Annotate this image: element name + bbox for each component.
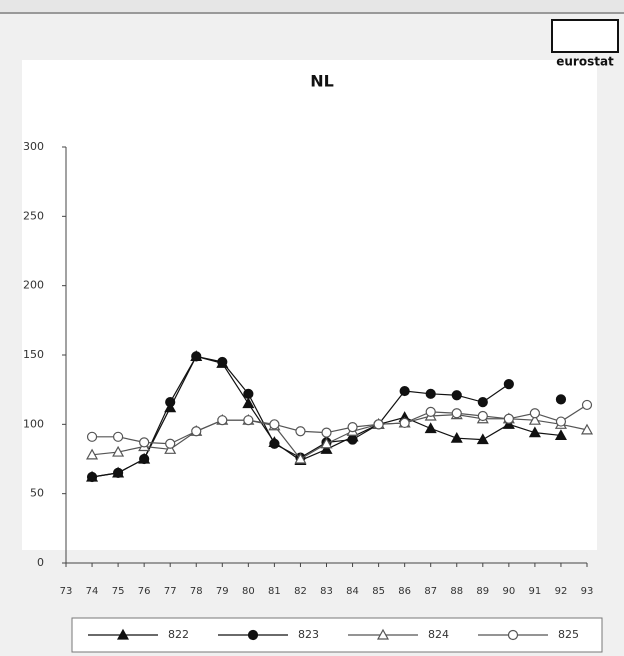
legend-marker	[507, 629, 519, 641]
point	[477, 410, 488, 422]
point	[399, 385, 410, 397]
y-tick-label: 0	[37, 556, 44, 569]
point	[424, 422, 437, 434]
x-tick-label: 82	[294, 586, 307, 597]
point	[112, 431, 124, 442]
legend-marker	[376, 628, 390, 640]
top-rule	[0, 12, 624, 14]
point	[503, 413, 514, 424]
x-tick-label: 83	[320, 586, 333, 597]
point	[451, 390, 462, 401]
point	[373, 419, 384, 430]
point	[450, 431, 463, 443]
point	[112, 467, 124, 478]
point	[112, 445, 125, 457]
legend-label: 824	[428, 628, 449, 641]
point	[217, 356, 228, 368]
x-tick-label: 73	[60, 586, 73, 597]
x-tick-label: 87	[424, 586, 437, 597]
x-tick-label: 93	[581, 586, 594, 597]
point	[165, 397, 176, 408]
point	[476, 433, 489, 445]
x-tick-label: 80	[242, 586, 255, 597]
legend-label: 823	[298, 628, 319, 641]
x-tick-label: 78	[190, 586, 203, 597]
point	[217, 415, 228, 426]
x-tick-label: 91	[529, 586, 542, 597]
legend-marker	[247, 629, 259, 641]
point	[399, 417, 410, 429]
point	[243, 415, 254, 426]
x-tick-label: 84	[346, 586, 359, 597]
point	[320, 437, 333, 449]
point	[528, 413, 541, 425]
x-tick-label: 90	[502, 586, 515, 597]
x-tick-label: 77	[164, 586, 177, 597]
point	[581, 399, 593, 411]
x-tick-label: 92	[555, 586, 568, 597]
legend-label: 825	[558, 628, 579, 641]
point	[86, 448, 99, 460]
y-tick-label: 250	[23, 209, 44, 222]
x-tick-label: 85	[372, 586, 385, 597]
logo-text: eurostat	[556, 55, 614, 69]
point	[242, 397, 255, 409]
point	[503, 379, 514, 390]
point	[191, 351, 202, 362]
x-tick-label: 74	[86, 586, 99, 597]
top-bar	[0, 0, 624, 12]
point	[425, 406, 436, 417]
point	[321, 427, 332, 438]
point	[165, 438, 176, 449]
y-tick-label: 100	[23, 417, 44, 430]
point	[555, 416, 567, 427]
plot-background	[22, 60, 597, 550]
x-tick-label: 81	[268, 586, 281, 597]
point	[580, 423, 594, 435]
point	[528, 426, 541, 438]
point	[139, 437, 150, 448]
y-tick-label: 200	[23, 279, 44, 292]
point	[269, 438, 280, 449]
point	[294, 452, 307, 464]
point	[320, 443, 333, 454]
point	[295, 426, 306, 437]
chart-title: NL	[310, 72, 334, 91]
x-tick-label: 75	[112, 586, 125, 597]
x-tick-label: 76	[138, 586, 151, 597]
x-tick-label: 86	[398, 586, 411, 597]
point	[269, 419, 280, 430]
y-tick-label: 150	[23, 348, 44, 361]
point	[347, 422, 358, 433]
point	[139, 453, 150, 465]
point	[451, 408, 462, 419]
y-tick-label: 50	[30, 487, 44, 500]
y-tick-label: 300	[23, 140, 44, 153]
x-tick-label: 79	[216, 586, 229, 597]
point	[191, 426, 202, 437]
point	[86, 471, 98, 483]
point	[243, 388, 254, 399]
legend-label: 822	[168, 628, 189, 641]
point	[555, 394, 567, 405]
logo-box	[551, 19, 619, 53]
point	[425, 388, 436, 399]
point	[86, 431, 98, 442]
point	[477, 397, 488, 408]
x-tick-label: 89	[476, 586, 489, 597]
point	[347, 434, 358, 445]
point	[529, 408, 541, 419]
point	[554, 429, 567, 441]
legend-marker	[116, 628, 130, 640]
x-tick-label: 88	[450, 586, 463, 597]
